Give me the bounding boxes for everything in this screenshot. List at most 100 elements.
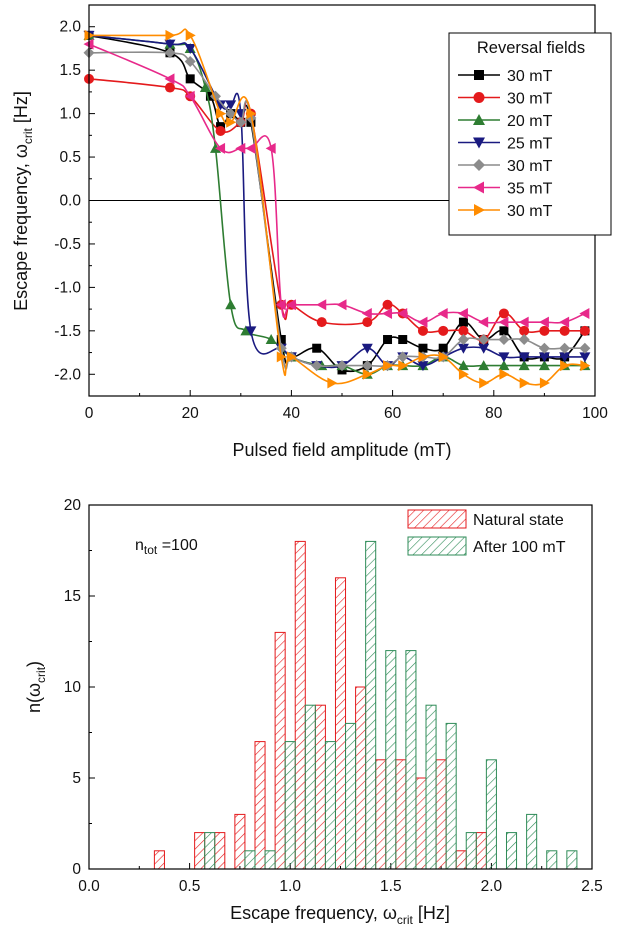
top-y-label-unit: [Hz] (11, 91, 31, 128)
bottom-plot-frame (88, 504, 593, 870)
series-4-point (184, 43, 196, 54)
top-legend-box (448, 32, 612, 236)
series-7-point (539, 377, 550, 389)
series-5-point (275, 342, 287, 354)
series-2-point (519, 325, 530, 336)
series-7-point (216, 108, 227, 120)
legend-label-2: 30 mT (507, 91, 553, 108)
top-y-tick-label: -1.0 (54, 279, 81, 296)
legend-label-6: 35 mT (507, 181, 553, 198)
series-4-point (579, 352, 591, 363)
legend-label-7: 30 mT (507, 203, 553, 220)
series-4-point (478, 343, 490, 354)
series-6-point (397, 307, 408, 319)
bottom-annotation-sub: tot (144, 543, 158, 557)
series-7-point (479, 377, 490, 389)
natural-state-bar (355, 686, 367, 870)
legend-label-3: 20 mT (507, 113, 553, 130)
bottom-x-label-main: Escape frequency, ω (230, 903, 397, 923)
series-2-point (458, 325, 469, 336)
natural-state-bars (153, 540, 487, 870)
bottom-y-label-unit: ) (24, 661, 44, 667)
legend-label-natural: Natural state (473, 512, 564, 529)
series-5-point (184, 55, 196, 67)
series-4-point (457, 343, 469, 354)
bottom-y-label-sub: crit (34, 666, 48, 683)
series-5-point (518, 334, 530, 346)
after-100mT-bar (204, 832, 216, 870)
after-100mT-bar (566, 850, 578, 870)
series-7-point (362, 368, 373, 380)
series-6-point (184, 90, 195, 102)
legend-label-5: 30 mT (507, 158, 553, 175)
natural-state-bar (314, 704, 326, 870)
series-2-point (382, 299, 393, 310)
series-2-point (579, 325, 590, 336)
series-6-point (361, 307, 372, 319)
series-7-group (84, 28, 591, 389)
series-7-point (398, 360, 409, 372)
top-y-tick-label: 0.0 (59, 193, 81, 210)
series-6-point (235, 142, 246, 154)
top-tick-labels: 0 20 40 60 80 100 2.0 1.5 1.0 0.5 0.0 -0.5 -1.0 -1.5 -… (54, 19, 608, 422)
top-x-tick-label: 20 (182, 405, 200, 422)
top-y-tick-label: -0.5 (54, 236, 81, 253)
series-5-point (336, 360, 348, 372)
top-y-tick-label: -2.0 (54, 366, 81, 383)
series-6-point (336, 299, 347, 311)
top-y-tick-label: 1.0 (59, 106, 81, 123)
series-5-point (498, 334, 510, 346)
after-100mT-bar (264, 850, 276, 870)
after-100mT-bar (546, 850, 558, 870)
top-x-tick-label: 40 (283, 405, 301, 422)
series-7-point (519, 377, 530, 389)
series-4-point (215, 100, 227, 111)
series-5-point (225, 108, 237, 120)
bottom-y-tick-label: 5 (72, 770, 81, 787)
top-x-tick-label: 100 (582, 405, 608, 422)
bottom-x-axis-label: Escape frequency, ωcrit [Hz] (230, 903, 450, 927)
after-100mT-bar (244, 850, 256, 870)
after-100mT-bar (465, 832, 477, 870)
natural-state-bar (395, 759, 407, 870)
series-5-point (311, 360, 323, 372)
series-5-point (478, 334, 490, 346)
natural-state-bar (153, 850, 165, 870)
bottom-legend: Natural state After 100 mT (407, 509, 566, 556)
series-4-point (225, 100, 237, 111)
legend-label-4: 25 mT (507, 136, 553, 153)
bottom-y-tick-label: 15 (64, 588, 81, 605)
series-6-group (83, 38, 590, 328)
after-100mT-bar (324, 741, 336, 870)
top-legend-title: Reversal fields (477, 39, 585, 57)
after-100mT-bar (304, 704, 316, 870)
legend-marker-3 (473, 114, 485, 125)
series-6-point (164, 73, 175, 85)
series-6-point (316, 299, 327, 311)
after-100mT-bar (526, 813, 538, 870)
series-3-point (210, 142, 221, 153)
bottom-y-tick-label: 0 (72, 861, 81, 878)
series-1-point (438, 343, 448, 353)
series-7-point (246, 108, 257, 120)
legend-swatch-after (407, 536, 467, 556)
bottom-annotation-value: =100 (157, 537, 198, 554)
series-1-point (458, 317, 468, 327)
top-y-tick-label: 0.5 (59, 149, 81, 166)
top-legend: Reversal fields 30 mT 30 mT 20 mT 25 mT 30 m… (448, 32, 612, 236)
series-3-point (498, 360, 510, 371)
after-100mT-bar (485, 759, 497, 870)
series-3-point (199, 82, 211, 93)
top-y-tick-label: 1.5 (59, 62, 81, 79)
series-4-point (245, 326, 257, 337)
bottom-x-label-unit: [Hz] (413, 903, 450, 923)
after-100mT-bars (204, 540, 578, 870)
series-6-point (498, 316, 509, 328)
series-4-point (538, 352, 550, 363)
series-3-point (538, 360, 550, 371)
series-1-point (418, 343, 428, 353)
series-6-point (275, 299, 286, 311)
natural-state-bar (294, 540, 306, 870)
legend-marker-7 (474, 204, 485, 216)
top-y-label-sub: crit (21, 127, 35, 144)
